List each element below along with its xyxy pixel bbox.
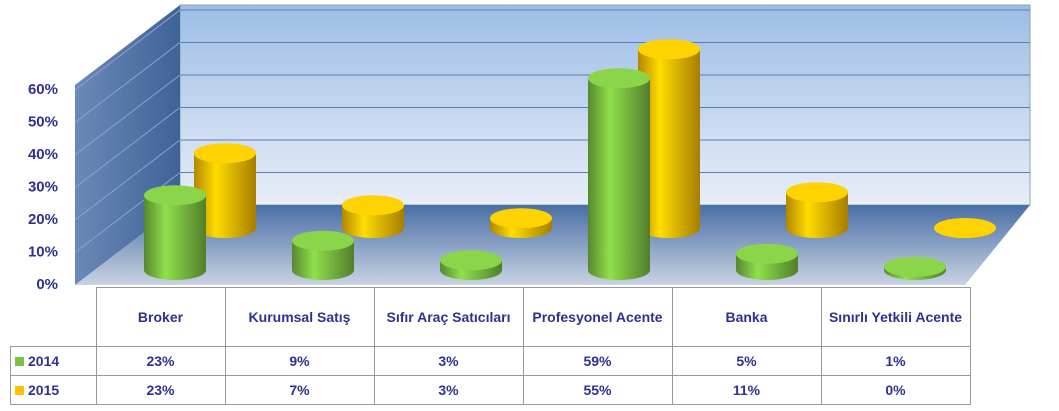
- data-label: 3%: [373, 374, 524, 405]
- legend-label: 2014: [28, 352, 60, 369]
- category-label: Broker: [95, 287, 226, 347]
- y-tick-label: 0%: [36, 276, 58, 290]
- cylinder-top: [194, 143, 256, 164]
- data-table: Broker Kurumsal Satış Sıfır Araç Satıcılar…: [10, 287, 971, 405]
- grid-line: [74, 172, 181, 253]
- legend-key: [15, 385, 24, 395]
- category-label: Banka: [671, 287, 822, 347]
- cylinder: [440, 250, 502, 280]
- cylinder: [736, 243, 798, 280]
- cylinder-top: [292, 230, 354, 251]
- category-label: Sınırlı Yetkili Acente: [820, 287, 971, 347]
- data-label: 23%: [95, 345, 226, 376]
- header-row: Broker Kurumsal Satış Sıfır Araç Satıcılar…: [11, 287, 971, 347]
- cylinder-top: [588, 68, 650, 89]
- cylinder-body: [292, 240, 354, 280]
- y-tick-label: 50%: [28, 113, 58, 130]
- legend-label: 2015: [28, 381, 60, 398]
- category-label: Kurumsal Satış: [224, 287, 375, 347]
- data-label: 9%: [224, 345, 375, 376]
- y-tick-label: 10%: [28, 243, 58, 260]
- data-label: 7%: [224, 374, 375, 405]
- cylinder-top: [342, 195, 404, 216]
- cylinder: [588, 68, 650, 280]
- data-label: 59%: [522, 345, 673, 376]
- chart: 0% 10% 20% 30% 40% 50% 60%: [28, 4, 1031, 290]
- grid-line: [74, 139, 181, 221]
- data-label: 3%: [373, 345, 524, 376]
- corner-cell: [11, 288, 97, 347]
- cylinder-top: [490, 208, 552, 229]
- cylinder-top: [144, 185, 206, 206]
- cylinder-top: [736, 243, 798, 264]
- cylinder: [786, 182, 848, 238]
- y-tick-label: 20%: [28, 211, 58, 228]
- y-tick-label: 60%: [28, 81, 58, 98]
- cylinder-body: [588, 78, 650, 280]
- data-label: 0%: [820, 374, 971, 405]
- cylinder-body: [786, 192, 848, 238]
- data-label: 1%: [820, 345, 971, 376]
- category-label: Sıfır Araç Satıcıları: [373, 287, 524, 347]
- data-label: 23%: [95, 374, 226, 405]
- legend-cell: 2014: [10, 345, 97, 376]
- grid-line: [74, 74, 181, 156]
- cylinder: [292, 230, 354, 280]
- cylinder-top: [638, 39, 700, 60]
- series-row: 2015 23% 7% 3% 55% 11% 0%: [10, 374, 971, 405]
- cylinder: [194, 143, 256, 238]
- cylinder: [884, 256, 946, 280]
- cylinder-top: [440, 250, 502, 271]
- y-tick-label: 30%: [28, 178, 58, 195]
- legend-key: [15, 356, 24, 366]
- cylinder-body: [638, 49, 700, 238]
- cylinder-top: [786, 182, 848, 203]
- cylinder: [934, 218, 996, 238]
- cylinder: [638, 39, 700, 238]
- cylinder: [490, 208, 552, 238]
- cylinder: [342, 195, 404, 238]
- data-label: 11%: [671, 374, 822, 405]
- legend-cell: 2015: [10, 374, 97, 405]
- category-label: Profesyonel Acente: [522, 287, 673, 347]
- data-label: 55%: [522, 374, 673, 405]
- grid-line: [74, 42, 181, 123]
- cylinder-body: [144, 195, 206, 280]
- grid-line: [74, 107, 181, 188]
- cylinder-body: [194, 153, 256, 238]
- y-tick-label: 40%: [28, 146, 58, 163]
- cylinder: [144, 185, 206, 280]
- series-row: 2014 23% 9% 3% 59% 5% 1%: [10, 345, 971, 376]
- cylinder-top: [884, 256, 946, 277]
- data-label: 5%: [671, 345, 822, 376]
- cylinder-top: [934, 218, 996, 238]
- grid-line: [74, 9, 181, 91]
